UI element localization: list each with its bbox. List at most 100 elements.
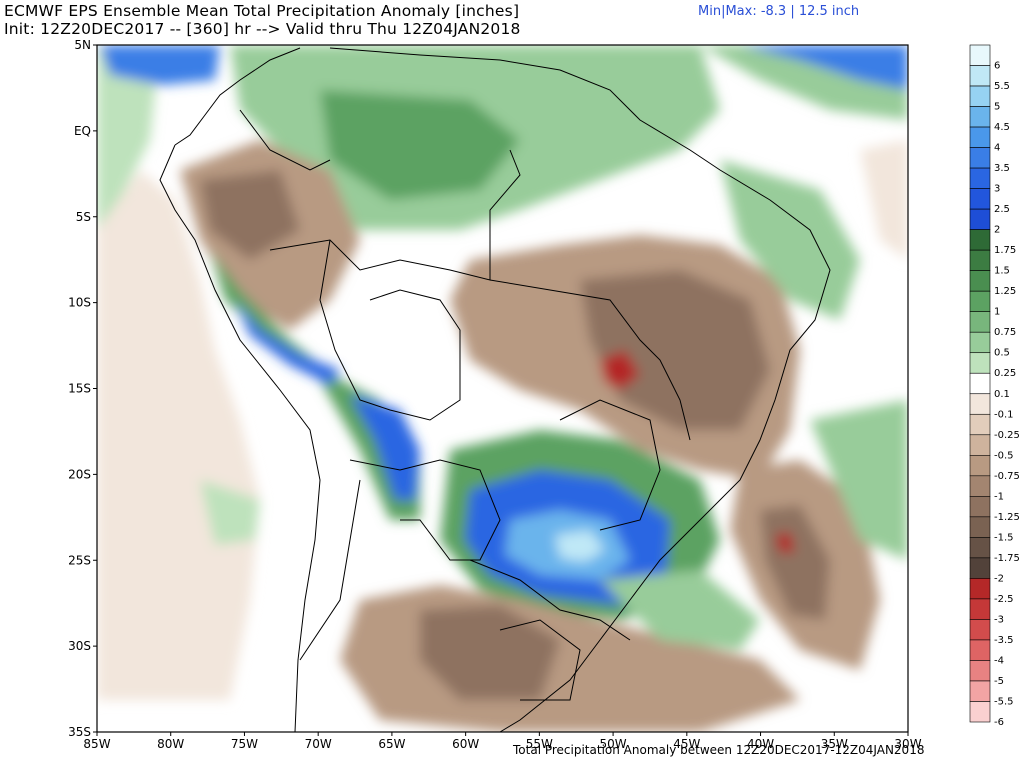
border-uruguay [499, 619, 581, 701]
field-green-northwest [97, 45, 160, 230]
colorbar-label: 0.5 [994, 348, 1010, 359]
field-red-central [600, 350, 640, 390]
colorbar-label: 1.75 [994, 245, 1016, 256]
lon-label: 60W [452, 737, 479, 751]
colorbar-swatch [969, 208, 991, 230]
lon-label: 35W [821, 737, 848, 751]
colorbar-swatch [969, 352, 991, 374]
field-blue-northwest [100, 45, 220, 85]
colorbar-label: -4 [994, 655, 1004, 666]
lon-label: 45W [673, 737, 700, 751]
border-paraguay [349, 459, 501, 561]
field-green-andes-streak [210, 250, 420, 520]
colorbar-swatch [969, 393, 991, 415]
colorbar-swatch [969, 557, 991, 579]
coast-pacific [159, 144, 321, 732]
field-red-southeast [775, 532, 795, 553]
colorbar-label: 4.5 [994, 122, 1010, 133]
border-peru-brazil [269, 149, 521, 281]
colorbar-swatch [969, 660, 991, 682]
colorbar-swatch [969, 188, 991, 210]
field-blue-atlantic-north [740, 45, 908, 90]
colorbar-swatch [969, 311, 991, 333]
colorbar-label: 3.5 [994, 163, 1010, 174]
colorbar-label: 1 [994, 307, 1000, 318]
field-green-north-dark [320, 90, 520, 200]
colorbar-label: 1.5 [994, 266, 1010, 277]
lon-label: 75W [231, 737, 258, 751]
colorbar-swatch [969, 701, 991, 723]
colorbar-swatch [969, 126, 991, 148]
colorbar-swatch [969, 270, 991, 292]
colorbar-label: 4 [994, 143, 1000, 154]
colorbar-label: -5 [994, 676, 1004, 687]
init-valid-line: Init: 12Z20DEC2017 -- [360] hr --> Valid… [4, 20, 521, 38]
colorbar-label: 0.75 [994, 327, 1016, 338]
colorbar-swatch [969, 537, 991, 559]
coast-atlantic [329, 47, 831, 732]
colorbar-label: -1.25 [994, 512, 1020, 523]
longitude-ticks: 85W 80W 75W 70W 65W 60W 55W 50W 45W 40W 35W 30W [83, 732, 922, 751]
colorbar-label: 2.5 [994, 204, 1010, 215]
field-blue-bolivia [350, 395, 420, 500]
lat-label: 5S [76, 210, 91, 224]
lat-label: 5N [74, 38, 91, 52]
colorbar-swatch [969, 249, 991, 271]
colorbar-swatch [969, 434, 991, 456]
field-brown-southeast-core [760, 505, 830, 620]
lat-label: 20S [68, 467, 91, 481]
lat-label: 30S [68, 639, 91, 653]
lat-label: 25S [68, 553, 91, 567]
field-tan-pacific [97, 170, 260, 700]
border-chile-argentina [299, 479, 361, 661]
colorbar-swatch [969, 44, 991, 66]
colorbar-label: 3 [994, 184, 1000, 195]
lon-label: 80W [157, 737, 184, 751]
colorbar-label: 0.1 [994, 389, 1010, 400]
colorbar-label: 5.5 [994, 81, 1010, 92]
anomaly-field [97, 45, 908, 732]
colorbar-swatch [969, 65, 991, 87]
colorbar-label: -0.25 [994, 430, 1020, 441]
colorbar-swatch [969, 147, 991, 169]
colorbar-swatch [969, 372, 991, 395]
colorbar-swatch [969, 455, 991, 477]
colorbar-label: -6 [994, 717, 1004, 728]
colorbar-label: 6 [994, 61, 1000, 72]
field-green-east-atlantic [810, 400, 908, 560]
colorbar-swatch [969, 167, 991, 189]
lat-label: 15S [68, 382, 91, 396]
lon-label: 85W [83, 737, 110, 751]
field-brown-central-core [580, 270, 770, 430]
lon-label: 40W [747, 737, 774, 751]
colorbar-label: 1.25 [994, 286, 1016, 297]
colorbar-swatch [969, 516, 991, 538]
colorbar-swatch [969, 619, 991, 641]
colorbar-label: -5.5 [994, 696, 1014, 707]
colorbar-label: 2 [994, 225, 1000, 236]
field-paleblue-core [555, 530, 605, 562]
latitude-ticks: 5N EQ 5S 10S 15S 20S 25S 30S 35S [68, 38, 97, 739]
border-bolivia [319, 239, 461, 421]
field-brown-south-core [420, 605, 560, 700]
footer-caption: Total Precipitation Anomaly between 12Z2… [513, 743, 925, 757]
colorbar-label: -0.1 [994, 409, 1014, 420]
colorbar-swatch [969, 106, 991, 128]
lon-label: 30W [894, 737, 921, 751]
colorbar-swatch [969, 639, 991, 661]
field-blue-andes-streak [235, 300, 340, 385]
colorbar-label: -1 [994, 491, 1004, 502]
country-borders [159, 47, 831, 732]
colorbar-label: -1.75 [994, 553, 1020, 564]
chart-title: ECMWF EPS Ensemble Mean Total Precipitat… [4, 2, 520, 20]
field-brown-andes-core [200, 170, 300, 260]
min-max-readout: Min|Max: -8.3 | 12.5 inch [698, 4, 860, 19]
colorbar-swatch [969, 598, 991, 620]
lon-label: 70W [305, 737, 332, 751]
colorbar-label: -0.75 [994, 471, 1020, 482]
colorbar-label: -0.5 [994, 450, 1014, 461]
field-tan-east-atlantic [860, 140, 908, 260]
colorbar-swatch [969, 496, 991, 518]
lon-label: 65W [378, 737, 405, 751]
